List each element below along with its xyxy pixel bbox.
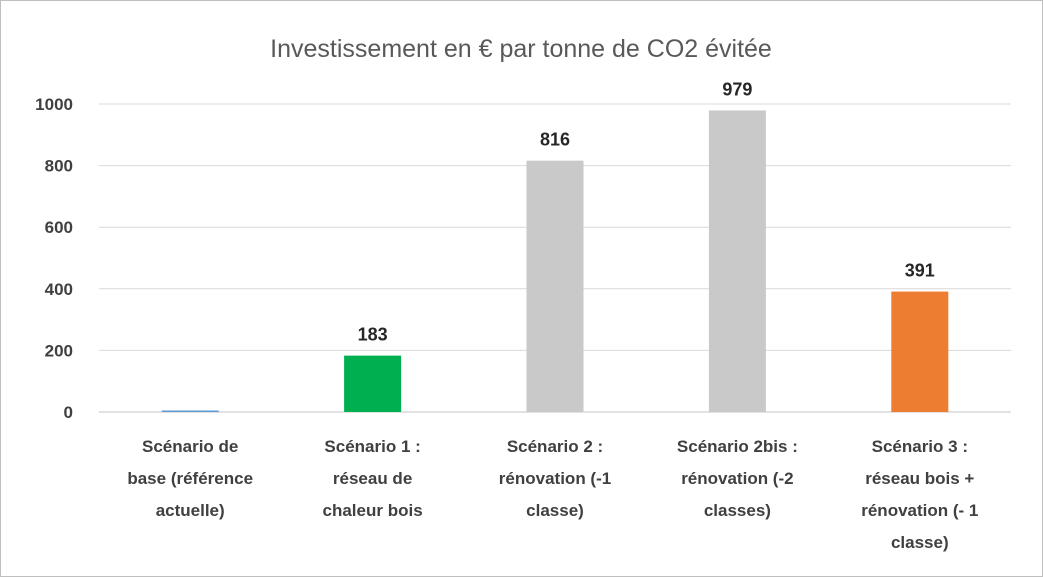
bar	[891, 291, 949, 412]
bar	[161, 410, 219, 412]
x-tick-label: classes)	[704, 501, 771, 520]
chart-title: Investissement en € par tonne de CO2 évi…	[270, 35, 772, 63]
x-tick-label: classe)	[891, 533, 949, 552]
y-tick-label: 200	[45, 341, 73, 360]
x-tick-label: rénovation (- 1	[861, 501, 978, 520]
x-tick-label: Scénario 2 :	[507, 437, 603, 456]
data-labels: 183 816 979 391	[358, 79, 935, 344]
y-tick-label: 800	[45, 157, 73, 176]
y-tick-label: 600	[45, 218, 73, 237]
y-tick-label: 1000	[35, 95, 73, 114]
data-label: 816	[540, 130, 570, 150]
x-axis: Scénario de base (référence actuelle) Scéna…	[127, 437, 978, 552]
bar	[344, 355, 402, 412]
x-tick-label: rénovation (-2	[681, 469, 793, 488]
bars	[161, 110, 949, 412]
bar	[708, 110, 766, 412]
x-tick-label: classe)	[526, 501, 584, 520]
x-tick-label: Scénario de	[142, 437, 238, 456]
x-tick-label: Scénario 1 :	[324, 437, 420, 456]
y-tick-label: 0	[64, 403, 73, 422]
x-tick-label: réseau bois +	[865, 469, 974, 488]
x-tick-label: chaleur bois	[323, 501, 423, 520]
x-tick-label: Scénario 2bis :	[677, 437, 798, 456]
data-label: 183	[358, 325, 388, 345]
y-tick-label: 400	[45, 280, 73, 299]
data-label: 979	[722, 79, 752, 99]
x-tick-label: réseau de	[333, 469, 412, 488]
data-label: 391	[905, 261, 935, 281]
x-tick-label: rénovation (-1	[499, 469, 611, 488]
x-tick-label: Scénario 3 :	[872, 437, 968, 456]
y-axis: 0 200 400 600 800 1000	[35, 95, 73, 422]
x-tick-label: actuelle)	[156, 501, 225, 520]
bar	[526, 160, 584, 412]
x-tick-label: base (référence	[127, 469, 253, 488]
